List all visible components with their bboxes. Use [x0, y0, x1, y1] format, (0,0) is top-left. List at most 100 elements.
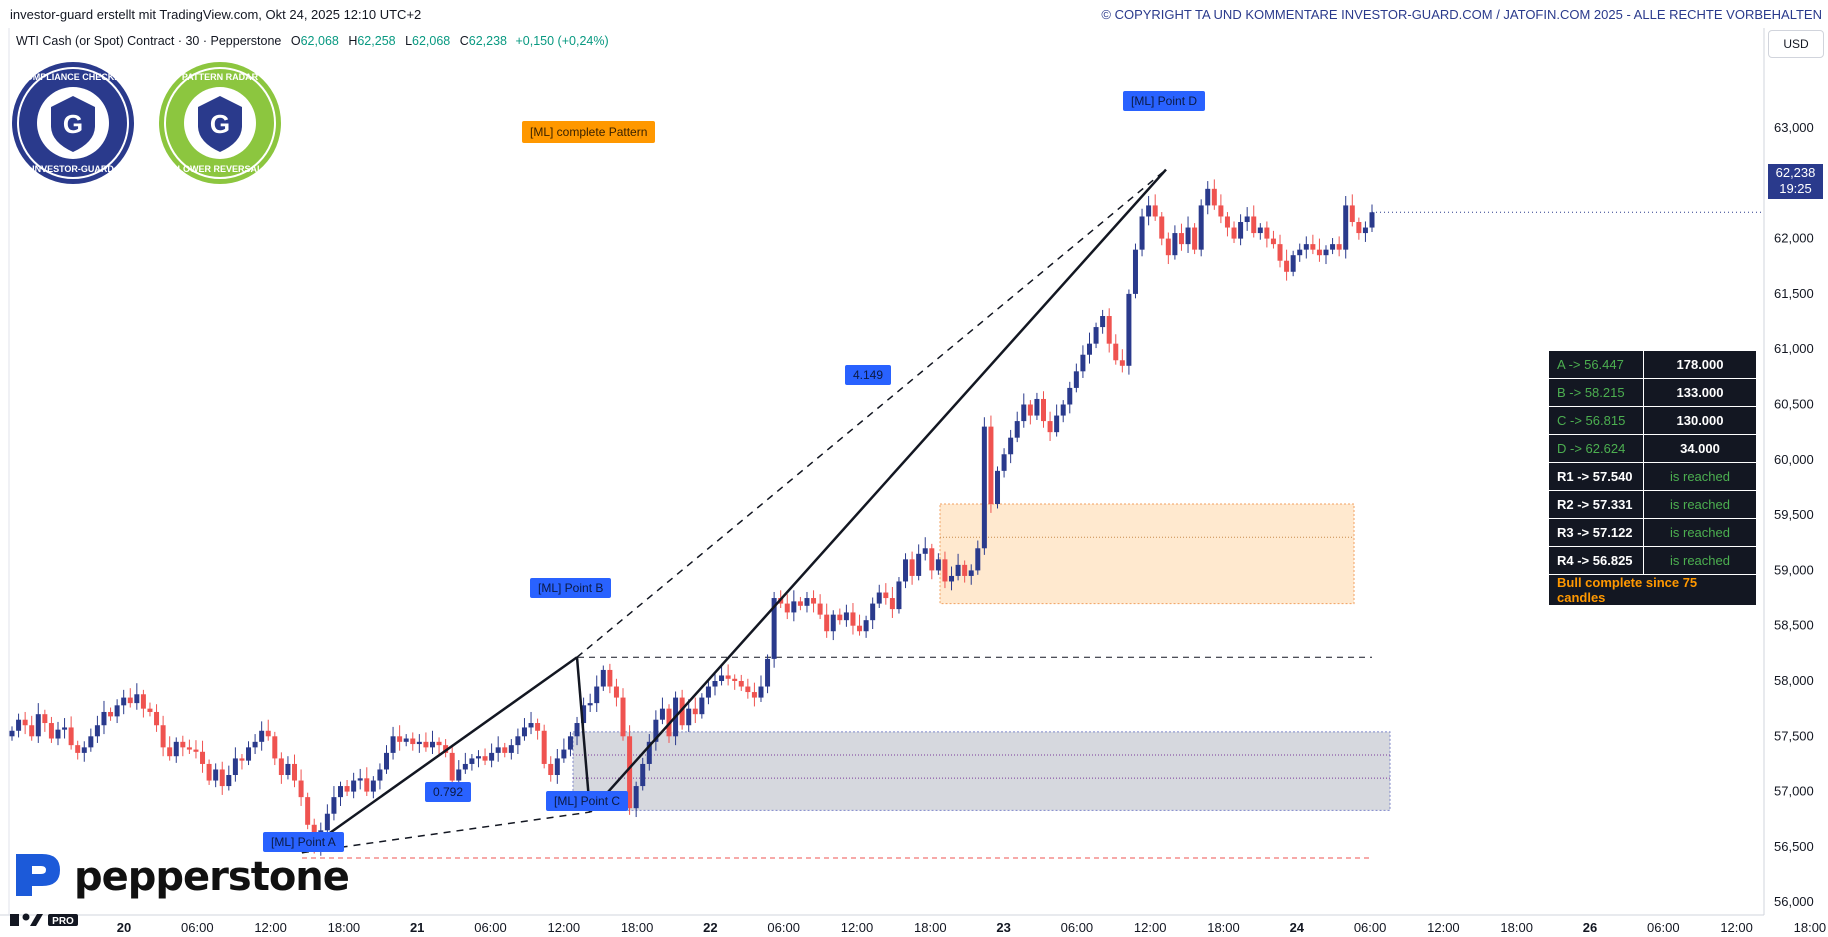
- svg-text:G: G: [210, 109, 230, 139]
- copyright-notice: © COPYRIGHT TA UND KOMMENTARE INVESTOR-G…: [1101, 7, 1822, 22]
- candle-body: [1152, 205, 1158, 217]
- time-tick-label: 12:00: [548, 920, 581, 935]
- candle-body: [1027, 404, 1033, 416]
- candle-body: [88, 736, 94, 748]
- candle-body: [738, 681, 744, 687]
- candle-body: [581, 705, 587, 724]
- bar-countdown: 19:25: [1779, 181, 1812, 196]
- time-tick-label: 06:00: [1354, 920, 1387, 935]
- stats-row: R3 -> 57.122 is reached: [1548, 518, 1757, 547]
- tradingview-logo[interactable]: PRO: [10, 912, 82, 928]
- candle-body: [292, 763, 298, 781]
- candle-body: [1244, 216, 1250, 223]
- candle-body: [692, 708, 698, 715]
- stats-key: B -> 58.215: [1548, 378, 1644, 407]
- candle-body: [916, 553, 922, 576]
- low-label: L: [405, 34, 413, 48]
- candle-body: [94, 725, 100, 737]
- candle-body: [857, 625, 863, 632]
- candle-body: [75, 745, 81, 753]
- point-c-label: [ML] Point C: [546, 791, 629, 811]
- chart-credit: investor-guard erstellt mit TradingView.…: [10, 7, 422, 22]
- candle-body: [1231, 227, 1237, 239]
- candle-body: [1001, 454, 1007, 471]
- candle-body: [1132, 249, 1138, 294]
- candle-body: [364, 778, 370, 792]
- candle-body: [942, 559, 948, 582]
- candle-body: [633, 786, 639, 809]
- candle-body: [1067, 387, 1073, 405]
- candle-body: [995, 470, 1001, 505]
- candle-body: [1198, 205, 1204, 250]
- candle-body: [252, 741, 258, 748]
- point-b-label: [ML] Point B: [530, 578, 612, 598]
- candle-body: [1224, 216, 1230, 228]
- candle-body: [206, 763, 212, 781]
- time-tick-label: 18:00: [621, 920, 654, 935]
- pattern-diagonal-bd: [576, 169, 1167, 658]
- candle-body: [587, 703, 593, 706]
- candle-body: [278, 758, 284, 776]
- stats-key: R3 -> 57.122: [1548, 518, 1644, 547]
- candle-body: [147, 708, 153, 712]
- stats-value: is reached: [1643, 546, 1757, 575]
- candle-body: [758, 686, 764, 698]
- time-tick-label: 12:00: [254, 920, 287, 935]
- candle-body: [186, 747, 192, 750]
- price-tick-label: 57,000: [1774, 784, 1814, 799]
- candle-body: [140, 694, 146, 709]
- candle-body: [390, 736, 396, 753]
- time-tick-label: 18:00: [1500, 920, 1533, 935]
- candle-body: [1330, 244, 1336, 250]
- candle-body: [324, 813, 330, 831]
- time-tick-label: 06:00: [1647, 920, 1680, 935]
- stats-value: 34.000: [1643, 434, 1757, 463]
- candle-body: [1310, 244, 1316, 250]
- time-tick-label: 12:00: [1134, 920, 1167, 935]
- candle-body: [771, 598, 777, 659]
- candle-body: [751, 692, 757, 698]
- candle-body: [515, 736, 521, 746]
- candle-body: [548, 763, 554, 776]
- candle-body: [824, 614, 830, 632]
- candle-body: [725, 675, 731, 679]
- candle-body: [719, 675, 725, 681]
- candle-body: [397, 736, 403, 742]
- stats-value: is reached: [1643, 462, 1757, 491]
- candle-body: [265, 730, 271, 737]
- candle-body: [1014, 421, 1020, 438]
- last-price-value: 62,238: [1775, 165, 1816, 180]
- candle-body: [1343, 205, 1349, 250]
- candle-body: [121, 697, 127, 706]
- stats-value: 178.000: [1643, 350, 1757, 379]
- currency-selector[interactable]: USD: [1768, 30, 1824, 58]
- candle-body: [416, 741, 422, 745]
- candle-body: [797, 601, 803, 606]
- symbol-name[interactable]: WTI Cash (or Spot) Contract · 30 · Peppe…: [16, 34, 282, 48]
- candle-body: [383, 752, 389, 770]
- candle-body: [351, 780, 357, 792]
- candle-body: [1093, 327, 1099, 344]
- change-value: +0,150 (+0,24%): [515, 34, 609, 48]
- stats-value: is reached: [1643, 490, 1757, 519]
- candle-body: [1113, 343, 1119, 361]
- open-value: 62,068: [300, 34, 339, 48]
- candle-body: [1362, 227, 1368, 234]
- stats-key: R4 -> 56.825: [1548, 546, 1644, 575]
- candle-body: [114, 705, 120, 717]
- candle-body: [160, 725, 166, 748]
- price-tick-label: 61,500: [1774, 286, 1814, 301]
- candle-body: [403, 738, 409, 742]
- candle-body: [765, 658, 771, 687]
- candle-body: [213, 769, 219, 781]
- price-tick-label: 58,500: [1774, 618, 1814, 633]
- pattern-leg-cd: [589, 168, 1167, 813]
- candle-body: [535, 723, 541, 731]
- candle-body: [475, 756, 481, 759]
- close-value: 62,238: [468, 34, 508, 48]
- candle-body: [870, 603, 876, 621]
- candle-body: [705, 686, 711, 698]
- candle-body: [482, 756, 488, 761]
- candle-body: [1369, 212, 1375, 228]
- candlestick-chart[interactable]: 56,000 56,500 57,000 57,500 58,000 58,500 59,0…: [0, 28, 1828, 937]
